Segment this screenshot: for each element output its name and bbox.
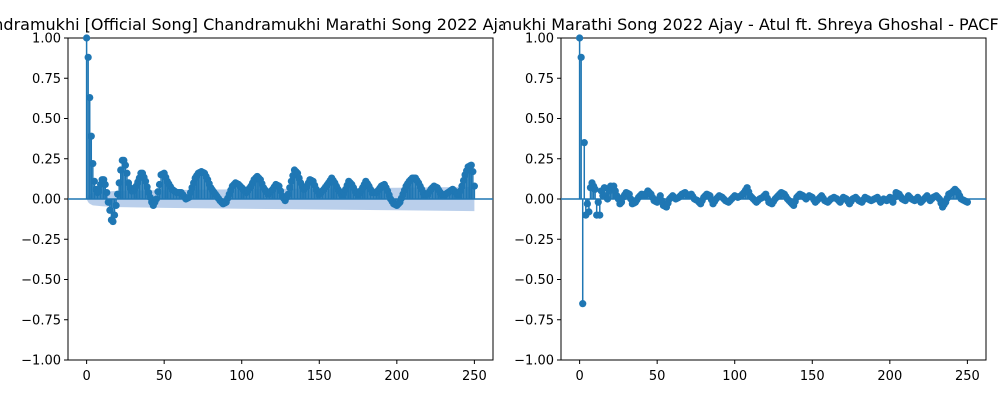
- acf-x-tick-label: 0: [82, 369, 90, 384]
- acf-lag-marker: [103, 188, 111, 197]
- acf-lag-marker: [143, 183, 151, 191]
- acf-y-ticks: −1.00 −0.75 −0.50 −0.25 0.00 0.25 0.50 0…: [21, 32, 68, 369]
- pacf-lag-marker: [579, 300, 587, 308]
- acf-lag-marker: [87, 132, 95, 140]
- acf-lag-marker: [84, 53, 92, 61]
- acf-y-tick-label: 0.00: [32, 193, 61, 208]
- acf-title: Pulkit Samrat Shallu Chandramukhi [Offic…: [0, 15, 764, 34]
- acf-markers: [83, 34, 478, 226]
- acf-lag-marker: [114, 190, 122, 198]
- acf-lag-marker: [101, 180, 109, 189]
- acf-lag-marker: [123, 169, 131, 177]
- pacf-y-tick-label: −0.75: [514, 313, 554, 328]
- acf-lag-marker: [89, 159, 97, 168]
- acf-x-tick-label: 200: [384, 369, 409, 384]
- acf-lag-marker: [104, 198, 112, 206]
- pacf-x-tick-label: 250: [955, 369, 980, 384]
- acf-y-tick-label: −0.50: [21, 273, 61, 288]
- acf-lag-marker: [467, 161, 475, 169]
- acf-lag-marker: [141, 177, 150, 185]
- pacf-x-ticks: 0 50 100 150 200 250: [575, 360, 980, 384]
- acf-lag-marker: [110, 211, 119, 219]
- acf-x-tick-label: 50: [156, 369, 173, 384]
- pacf-y-tick-label: −0.50: [514, 273, 554, 288]
- acf-y-tick-label: 0.25: [32, 152, 61, 167]
- acf-lag-marker: [286, 184, 294, 192]
- pacf-lag-marker: [576, 34, 584, 42]
- acf-y-tick-label: 1.00: [32, 32, 61, 47]
- acf-lag-marker: [115, 179, 123, 187]
- acf-lag-marker: [106, 206, 114, 214]
- acf-lag-marker: [154, 188, 162, 196]
- acf-lag-marker: [95, 187, 103, 195]
- acf-lag-marker: [112, 201, 120, 210]
- pacf-lag-marker: [594, 198, 602, 206]
- pacf-y-tick-label: −0.25: [514, 233, 554, 248]
- pacf-title: Pulkit Samrat Shallu Chandramukhi [Offic…: [21, 15, 998, 34]
- pacf-lag-marker: [591, 185, 599, 193]
- pacf-lag-marker: [585, 208, 593, 216]
- acf-x-tick-label: 250: [462, 369, 487, 384]
- pacf-x-tick-label: 100: [722, 369, 747, 384]
- acf-lag-marker: [86, 93, 94, 102]
- acf-lag-marker: [458, 182, 466, 190]
- pacf-y-tick-label: −1.00: [514, 354, 554, 369]
- pacf-lag-marker: [583, 200, 591, 208]
- acf-y-tick-label: 0.50: [32, 112, 61, 127]
- acf-lag-marker: [109, 217, 117, 226]
- pacf-lag-marker: [603, 195, 612, 203]
- pacf-y-tick-label: 0.50: [525, 112, 554, 127]
- pacf-x-tick-label: 50: [649, 369, 666, 384]
- acf-plot-area: [67, 34, 494, 361]
- acf-lag-marker: [469, 168, 477, 176]
- pacf-y-ticks: −1.00 −0.75 −0.50 −0.25 0.00 0.25 0.50 0…: [514, 32, 561, 369]
- pacf-y-tick-label: 0.00: [525, 193, 554, 208]
- acf-lag-marker: [83, 34, 91, 42]
- pacf-lag-marker: [577, 53, 585, 61]
- acf-lag-marker: [152, 195, 161, 203]
- pacf-plot-area: [560, 34, 987, 361]
- acf-lag-marker: [284, 190, 292, 198]
- pacf-lag-marker: [580, 139, 588, 147]
- pacf-x-tick-label: 0: [575, 369, 583, 384]
- acf-y-tick-label: −0.75: [21, 313, 61, 328]
- pacf-x-tick-label: 150: [800, 369, 825, 384]
- pacf-x-tick-label: 200: [877, 369, 902, 384]
- pacf-panel: Pulkit Samrat Shallu Chandramukhi [Offic…: [21, 15, 999, 384]
- acf-lag-marker: [90, 177, 98, 185]
- acf-y-tick-label: −1.00: [21, 354, 61, 369]
- pacf-markers: [576, 34, 971, 308]
- pacf-y-tick-label: 0.75: [525, 72, 554, 87]
- pacf-y-tick-label: 1.00: [525, 32, 554, 47]
- pacf-lag-marker: [963, 198, 971, 206]
- pacf-y-tick-label: 0.25: [525, 152, 554, 167]
- pacf-lag-marker: [596, 211, 604, 219]
- acf-lag-marker: [287, 177, 295, 185]
- acf-lag-marker: [155, 180, 164, 189]
- acf-y-tick-label: −0.25: [21, 233, 61, 248]
- acf-x-tick-label: 100: [229, 369, 254, 384]
- acf-x-ticks: 0 50 100 150 200 250: [82, 360, 487, 384]
- acf-x-tick-label: 150: [307, 369, 332, 384]
- acf-lag-marker: [121, 161, 129, 169]
- acf-y-tick-label: 0.75: [32, 72, 61, 87]
- acf-panel: Pulkit Samrat Shallu Chandramukhi [Offic…: [0, 15, 764, 384]
- acf-lag-marker: [117, 166, 125, 174]
- acf-lag-marker: [470, 182, 478, 190]
- acf-lag-marker: [459, 176, 468, 185]
